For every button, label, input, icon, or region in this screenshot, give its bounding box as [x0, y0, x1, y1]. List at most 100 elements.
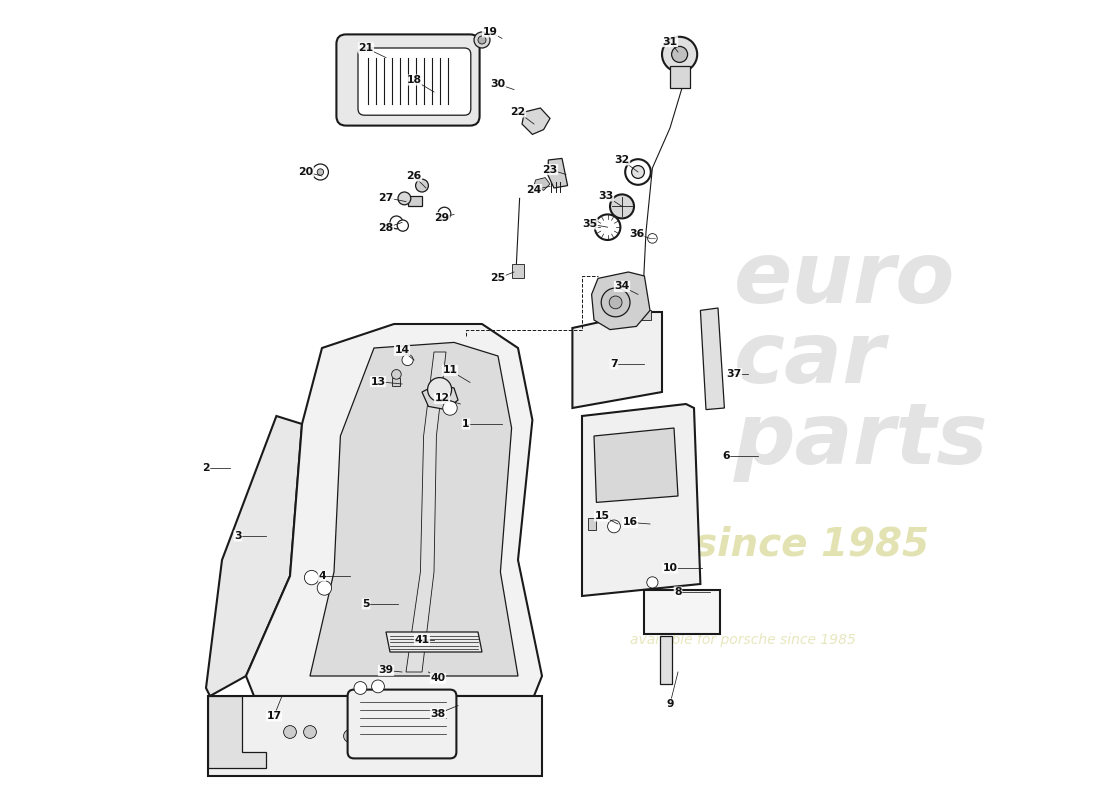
Circle shape [474, 32, 490, 48]
Text: since 1985: since 1985 [694, 525, 930, 563]
Text: 35: 35 [582, 219, 597, 229]
Text: 16: 16 [623, 518, 638, 527]
Polygon shape [572, 312, 662, 408]
Circle shape [390, 216, 403, 229]
Circle shape [607, 520, 620, 533]
Polygon shape [246, 324, 542, 696]
Bar [637, 310, 651, 320]
Text: 28: 28 [378, 223, 394, 233]
Polygon shape [592, 272, 650, 330]
FancyBboxPatch shape [358, 48, 471, 115]
Text: 2: 2 [202, 463, 210, 473]
Bar [393, 378, 400, 386]
FancyBboxPatch shape [337, 34, 480, 126]
Polygon shape [206, 416, 302, 696]
Circle shape [312, 164, 329, 180]
Circle shape [438, 207, 451, 220]
Circle shape [602, 288, 630, 317]
Text: 37: 37 [726, 369, 741, 378]
Circle shape [648, 234, 657, 243]
Circle shape [392, 370, 402, 379]
Text: 31: 31 [662, 37, 678, 46]
Circle shape [304, 726, 317, 738]
Circle shape [397, 220, 408, 231]
Text: 1: 1 [462, 419, 470, 429]
Circle shape [284, 726, 296, 738]
Polygon shape [310, 342, 518, 676]
Text: 22: 22 [510, 107, 526, 117]
Polygon shape [422, 384, 458, 410]
Polygon shape [406, 352, 446, 672]
Circle shape [317, 169, 323, 175]
Text: 29: 29 [434, 213, 450, 222]
Polygon shape [208, 696, 266, 768]
Text: 30: 30 [491, 79, 506, 89]
Text: 8: 8 [674, 587, 682, 597]
FancyBboxPatch shape [348, 690, 456, 758]
Polygon shape [701, 308, 725, 410]
Bar [660, 636, 672, 684]
Polygon shape [534, 178, 550, 190]
Text: 18: 18 [407, 75, 421, 85]
Circle shape [647, 577, 658, 588]
Text: 38: 38 [430, 709, 446, 718]
Text: parts: parts [734, 398, 989, 482]
Text: 21: 21 [359, 43, 374, 53]
Text: 39: 39 [378, 666, 394, 675]
Text: 25: 25 [491, 274, 506, 283]
Circle shape [305, 570, 319, 585]
Text: 24: 24 [527, 185, 541, 194]
Text: 17: 17 [266, 711, 282, 721]
Text: 13: 13 [371, 377, 386, 386]
Bar [408, 196, 422, 206]
Text: 23: 23 [542, 165, 558, 174]
Polygon shape [522, 108, 550, 134]
Circle shape [402, 354, 414, 366]
Text: 27: 27 [378, 193, 394, 202]
Polygon shape [582, 404, 701, 596]
Circle shape [595, 214, 620, 240]
Text: 33: 33 [598, 191, 614, 201]
Circle shape [372, 680, 384, 693]
Circle shape [343, 730, 356, 742]
Circle shape [625, 159, 651, 185]
Circle shape [317, 581, 331, 595]
Circle shape [662, 37, 697, 72]
Text: 5: 5 [362, 599, 370, 609]
Text: 7: 7 [610, 359, 618, 369]
Polygon shape [208, 696, 542, 776]
Text: 41: 41 [415, 635, 430, 645]
Text: 36: 36 [629, 229, 644, 238]
Polygon shape [548, 158, 568, 188]
Text: 4: 4 [318, 571, 326, 581]
Polygon shape [386, 632, 482, 652]
Circle shape [428, 378, 452, 402]
Text: 10: 10 [662, 563, 678, 573]
Bar [645, 590, 720, 634]
Text: 6: 6 [723, 451, 729, 461]
Text: 15: 15 [594, 511, 609, 521]
Text: car: car [734, 318, 886, 402]
Circle shape [672, 46, 688, 62]
Text: 12: 12 [434, 394, 450, 403]
Bar [588, 518, 596, 530]
Text: 34: 34 [615, 282, 629, 291]
Text: euro: euro [734, 238, 956, 322]
Text: 9: 9 [667, 699, 673, 709]
Circle shape [443, 401, 458, 415]
Circle shape [478, 36, 486, 44]
Polygon shape [594, 428, 678, 502]
Text: 14: 14 [395, 346, 409, 355]
Text: 40: 40 [430, 674, 446, 683]
Circle shape [398, 192, 410, 205]
Text: 32: 32 [615, 155, 629, 165]
Text: 26: 26 [406, 171, 421, 181]
Text: 3: 3 [234, 531, 242, 541]
Text: 19: 19 [483, 27, 497, 37]
Circle shape [416, 179, 428, 192]
Bar [512, 264, 524, 278]
Circle shape [354, 682, 366, 694]
Text: 11: 11 [442, 366, 458, 375]
Text: available for porsche since 1985: available for porsche since 1985 [630, 633, 856, 647]
Bar [670, 66, 690, 88]
